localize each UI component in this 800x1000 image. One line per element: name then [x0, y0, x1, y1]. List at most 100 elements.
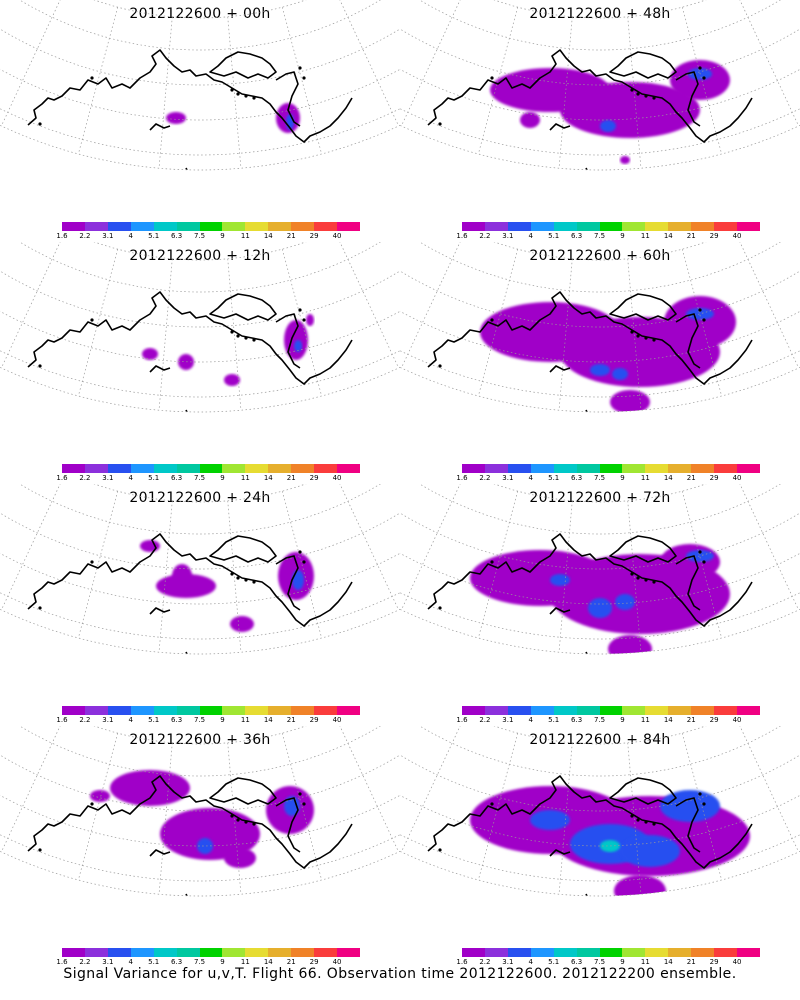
variance-contour [160, 808, 260, 860]
island [698, 792, 702, 796]
colorbar-swatch [507, 948, 531, 957]
colorbar-swatch [599, 948, 623, 957]
polar-stereographic-map [0, 726, 400, 897]
island [38, 848, 42, 852]
colorbar-label: 9 [220, 232, 225, 240]
meridian-line [627, 258, 642, 411]
variance-contour [129, 661, 135, 667]
map-border [400, 242, 800, 413]
coastline [27, 291, 353, 385]
island [38, 606, 42, 610]
colorbar-swatch [462, 222, 485, 231]
colorbar-swatch [199, 706, 223, 715]
map-border [0, 726, 400, 897]
colorbar-label: 14 [263, 716, 273, 724]
meridian-line [401, 484, 466, 611]
island [490, 802, 494, 806]
colorbar-label: 2.2 [79, 716, 91, 724]
colorbar-label: 2.2 [79, 958, 91, 966]
colorbar-label: 7.5 [193, 716, 206, 724]
variance-contour [294, 340, 302, 352]
polar-stereographic-map [400, 726, 800, 897]
colorbar-swatch [176, 706, 200, 715]
colorbar-swatch [153, 706, 177, 715]
island [90, 76, 94, 80]
island [702, 318, 706, 322]
island [644, 578, 648, 582]
meridian-line [1, 726, 66, 853]
colorbar-swatch [553, 464, 577, 473]
colorbar-label: 11 [240, 474, 250, 482]
coastline [675, 71, 701, 127]
meridian-line [681, 249, 722, 397]
latitude-line [0, 726, 400, 812]
map-border [400, 0, 800, 171]
coastline [209, 51, 277, 79]
forecast-panel: 2012122600 + 24h 1.6 2.2 3.1 4 5.1 6.3 7.5 9 11 14… [0, 484, 400, 724]
variance-contour [166, 112, 186, 124]
meridian-line [681, 491, 722, 639]
colorbar-swatch [314, 706, 338, 715]
colorbar-label: 3.1 [102, 958, 114, 966]
colorbar-swatch [737, 948, 760, 957]
colorbar-label: 40 [332, 716, 342, 724]
colorbar-swatch [553, 948, 577, 957]
latitude-line [0, 242, 400, 328]
island [636, 334, 640, 338]
colorbar-label: 29 [309, 474, 319, 482]
colorbar-swatch [645, 706, 669, 715]
island [302, 802, 306, 806]
latitude-line [400, 726, 800, 812]
colorbar-label: 9 [220, 958, 225, 966]
variance-contour [660, 790, 720, 822]
forecast-panel: 2012122600 + 12h 1.6 2.2 3.1 4 5.1 6.3 7.5 9 11 14… [0, 242, 400, 482]
colorbar-swatch [484, 948, 508, 957]
colorbar-swatch [337, 948, 360, 957]
island [630, 814, 634, 818]
variance-contour [142, 348, 158, 360]
colorbar-label: 7.5 [193, 474, 206, 482]
coastline [549, 607, 571, 615]
colorbar-swatch [576, 222, 600, 231]
colorbar-swatch [291, 706, 315, 715]
variance-contour [612, 368, 628, 380]
colorbar-swatch [222, 948, 246, 957]
colorbar-label: 1.6 [456, 958, 468, 966]
meridian-line [78, 249, 119, 397]
island [490, 76, 494, 80]
colorbar-label: 6.3 [171, 474, 183, 482]
variance-contour [224, 848, 256, 868]
coastline [275, 797, 301, 853]
variance-contour [140, 540, 160, 552]
island [38, 122, 42, 126]
colorbar-swatch [176, 222, 200, 231]
colorbar-swatch [530, 222, 554, 231]
colorbar-swatch [691, 464, 715, 473]
map-border [400, 726, 800, 897]
colorbar-swatch [576, 706, 600, 715]
colorbar-label: 6.3 [571, 716, 583, 724]
variance-contour [520, 112, 540, 128]
colorbar-label: 21 [286, 474, 296, 482]
colorbar-label: 6.3 [571, 232, 583, 240]
colorbar-label: 4 [528, 232, 533, 240]
island [236, 818, 240, 822]
coastline [27, 775, 353, 869]
forecast-panel: 2012122600 + 60h 1.6 2.2 3.1 4 5.1 6.3 7.5 9 11 14… [400, 242, 800, 482]
island [698, 66, 702, 70]
variance-contour [608, 635, 652, 655]
variance-contour [610, 390, 650, 413]
forecast-panel: 2012122600 + 48h 1.6 2.2 3.1 4 5.1 6.3 7.5 9 11 14… [400, 0, 800, 240]
colorbar: 1.6 2.2 3.1 4 5.1 6.3 7.5 9 11 14 21 29 40 [56, 222, 360, 244]
colorbar-label: 5.1 [548, 232, 560, 240]
variance-contour [686, 308, 714, 320]
colorbar-swatch [337, 222, 360, 231]
meridian-line [627, 16, 642, 169]
coastline [427, 533, 753, 627]
coastline [275, 71, 301, 127]
coastline [209, 777, 277, 805]
colorbar-label: 4 [128, 232, 133, 240]
latitude-line [400, 242, 800, 328]
colorbar-label: 11 [240, 716, 250, 724]
colorbar-label: 3.1 [502, 958, 514, 966]
